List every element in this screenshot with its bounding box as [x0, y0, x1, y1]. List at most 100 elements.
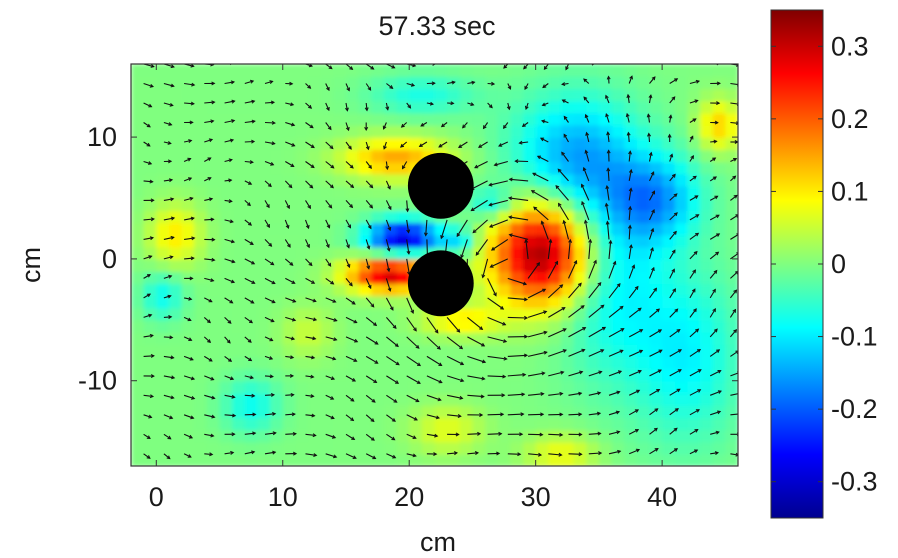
heatmap-cell: [598, 344, 613, 358]
heatmap-cell: [611, 271, 625, 285]
heatmap-cell: [295, 453, 309, 466]
velocity-arrow: [608, 410, 621, 416]
velocity-arrow: [669, 448, 679, 455]
heatmap-cell: [700, 149, 714, 163]
heatmap-cell: [270, 222, 284, 236]
velocity-arrow: [668, 114, 673, 123]
colorbar-ticks: 0.30.20.10-0.1-0.2-0.3: [771, 31, 878, 497]
heatmap-cell: [131, 368, 145, 382]
heatmap-cell: [270, 76, 284, 90]
heatmap-cell: [295, 222, 309, 236]
heatmap-cell: [485, 137, 499, 151]
velocity-arrow: [456, 219, 468, 238]
heatmap-cell: [421, 380, 436, 394]
velocity-arrow: [470, 199, 488, 212]
heatmap-cell: [409, 124, 423, 138]
heatmap-cell: [320, 417, 335, 431]
heatmap-cell: [131, 185, 145, 199]
velocity-arrow: [605, 94, 610, 104]
heatmap-cell: [687, 161, 701, 175]
velocity-arrow: [608, 449, 622, 455]
velocity-arrow: [669, 212, 678, 221]
velocity-arrow: [224, 432, 236, 437]
velocity-arrow: [285, 121, 296, 127]
velocity-arrow: [143, 313, 153, 318]
heatmap-cell: [371, 222, 385, 236]
heatmap-cell: [573, 100, 588, 114]
velocity-arrow: [143, 179, 154, 184]
heatmap-cell: [168, 453, 183, 466]
velocity-arrow: [568, 391, 583, 396]
heatmap-cell: [523, 319, 537, 333]
velocity-arrow: [507, 452, 522, 457]
velocity-arrow: [386, 375, 400, 384]
velocity-arrow: [648, 227, 655, 240]
heatmap-cell: [409, 88, 423, 102]
velocity-arrow: [183, 296, 193, 301]
heatmap-cell: [624, 100, 638, 114]
velocity-arrow: [518, 140, 529, 145]
heatmap-cell: [560, 210, 575, 224]
heatmap-cell: [421, 417, 436, 431]
velocity-arrow: [224, 80, 236, 85]
heatmap-cell: [257, 185, 271, 199]
heatmap-cell: [396, 124, 411, 138]
heatmap-cell: [510, 76, 524, 90]
heatmap-cell: [497, 332, 512, 345]
heatmap-cell: [308, 76, 322, 90]
velocity-arrow: [649, 308, 660, 318]
heatmap-cell: [396, 210, 411, 224]
velocity-arrow: [386, 414, 396, 422]
velocity-arrow: [163, 216, 176, 221]
velocity-arrow: [143, 333, 154, 338]
heatmap-cell: [358, 100, 373, 114]
heatmap-cell: [523, 210, 537, 224]
heatmap-cell: [485, 417, 499, 431]
heatmap-cell: [573, 392, 588, 406]
velocity-arrow: [285, 451, 298, 456]
heatmap-cell: [333, 417, 347, 431]
velocity-arrow: [183, 177, 193, 182]
heatmap-cell: [295, 429, 309, 443]
heatmap-cell: [371, 246, 385, 260]
heatmap-cell: [421, 344, 436, 358]
heatmap-cell: [712, 112, 727, 126]
heatmap-cell: [206, 356, 221, 370]
heatmap-cell: [548, 356, 562, 370]
heatmap-cell: [535, 100, 550, 114]
heatmap-cell: [472, 405, 486, 419]
heatmap-cell: [131, 64, 145, 77]
heatmap-cell: [459, 307, 474, 321]
heatmap-cell: [535, 161, 550, 175]
heatmap-cell: [573, 222, 588, 236]
heatmap-cell: [586, 100, 600, 114]
velocity-arrow: [710, 451, 720, 455]
heatmap-cell: [472, 88, 486, 102]
heatmap-cell: [345, 210, 360, 224]
heatmap-cell: [244, 368, 259, 382]
heatmap-cell: [649, 271, 663, 285]
heatmap-cell: [725, 173, 738, 187]
heatmap-cell: [636, 149, 651, 163]
heatmap-cell: [573, 258, 588, 272]
velocity-arrow: [528, 432, 544, 437]
velocity-arrow: [385, 317, 397, 329]
heatmap-cell: [674, 210, 689, 224]
heatmap-cell: [244, 100, 259, 114]
heatmap-cell: [257, 234, 271, 248]
velocity-arrow: [514, 159, 529, 164]
heatmap-cell: [421, 112, 436, 126]
velocity-arrow: [224, 138, 235, 143]
heatmap-cell: [257, 124, 271, 138]
velocity-arrow: [406, 394, 420, 403]
heatmap-cell: [383, 88, 398, 102]
heatmap-cell: [358, 380, 373, 394]
heatmap-cell: [358, 307, 373, 321]
velocity-arrow: [345, 336, 359, 343]
heatmap-cell: [206, 258, 221, 272]
heatmap-cell: [143, 405, 158, 419]
heatmap-cell: [712, 246, 727, 260]
heatmap-cell: [320, 295, 335, 309]
velocity-arrow: [440, 219, 448, 240]
heatmap-cell: [131, 258, 145, 272]
